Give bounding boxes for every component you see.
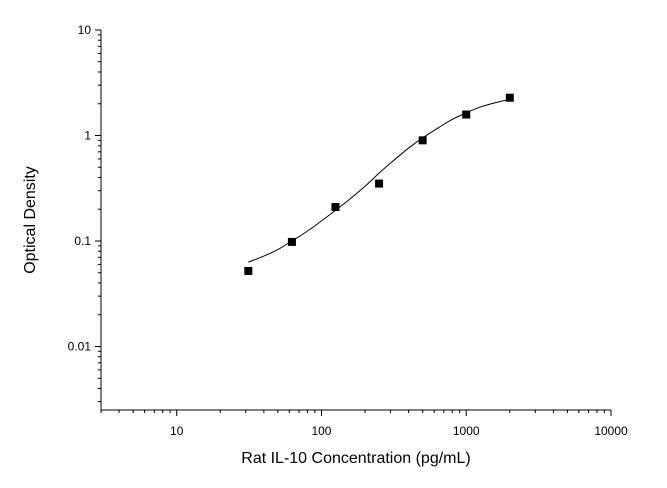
- x-axis-tick-labels: 10 100 1000 10000: [170, 424, 628, 438]
- axes: [100, 30, 611, 411]
- y-axis-title: Optical Density: [22, 166, 39, 274]
- data-point: [244, 266, 253, 275]
- data-point: [331, 202, 340, 211]
- y-axis-tick-labels: 0.01 0.1 1 10: [68, 23, 92, 353]
- data-point: [375, 179, 384, 188]
- y-tick-label: 0.1: [74, 234, 91, 248]
- data-point: [418, 136, 427, 145]
- y-axis-ticks: [95, 29, 101, 403]
- y-tick-label: 1: [84, 128, 91, 142]
- data-point: [505, 93, 514, 102]
- y-tick-label: 0.01: [68, 339, 92, 353]
- data-points: [244, 93, 514, 275]
- x-axis-ticks: [100, 410, 612, 416]
- x-axis-title: Rat IL-10 Concentration (pg/mL): [241, 450, 470, 467]
- data-point: [462, 110, 471, 119]
- y-tick-label: 10: [78, 23, 92, 37]
- x-tick-label: 1000: [453, 424, 480, 438]
- data-point: [287, 237, 296, 246]
- x-tick-label: 10000: [594, 424, 628, 438]
- x-tick-label: 10: [170, 424, 184, 438]
- x-tick-label: 100: [311, 424, 331, 438]
